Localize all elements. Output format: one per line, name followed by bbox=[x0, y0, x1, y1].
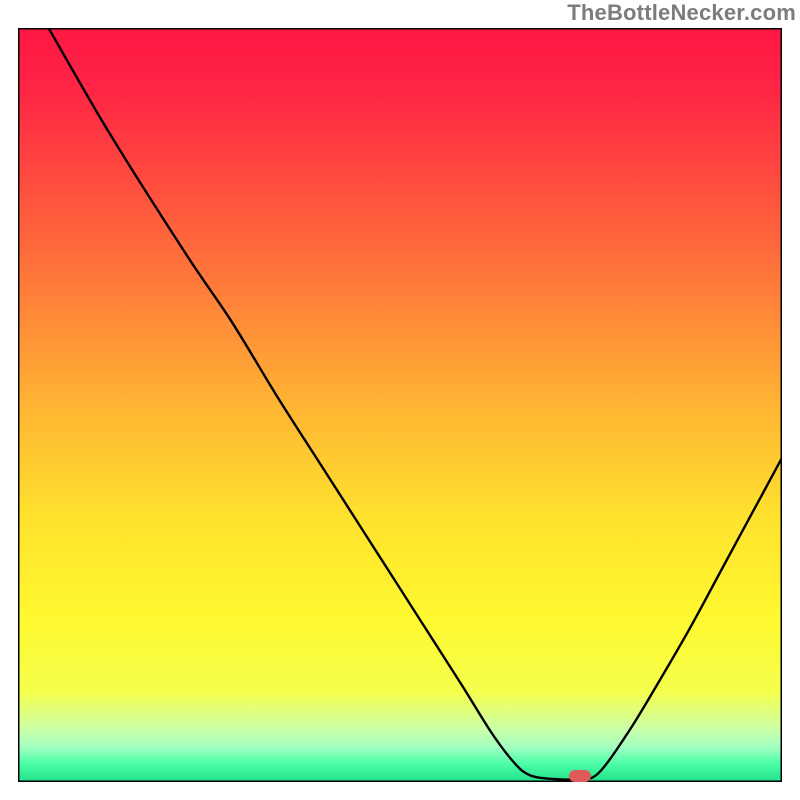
watermark-text: TheBottleNecker.com bbox=[567, 0, 796, 26]
optimal-point-marker bbox=[569, 770, 591, 782]
plot-area bbox=[18, 28, 782, 782]
bottleneck-chart: TheBottleNecker.com bbox=[0, 0, 800, 800]
plot-svg bbox=[18, 28, 782, 782]
